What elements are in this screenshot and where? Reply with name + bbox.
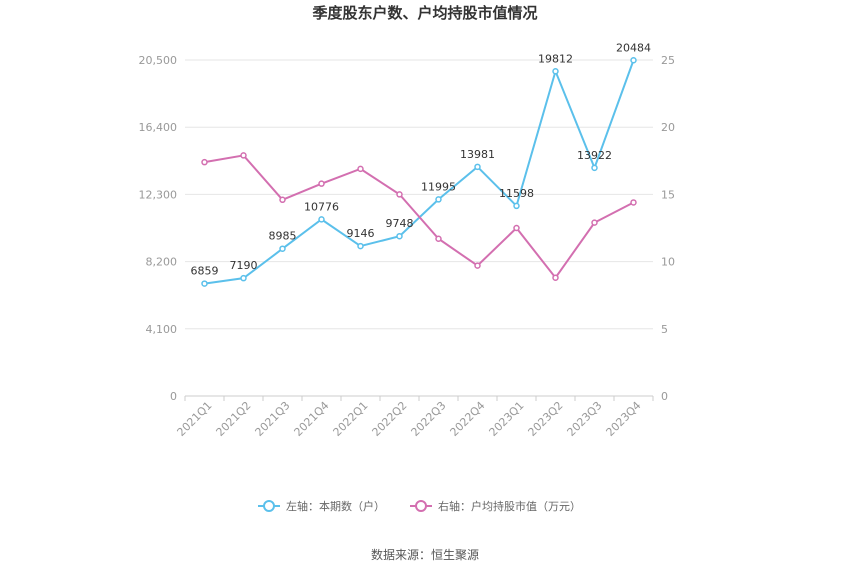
axes: 0 4,100 8,200 12,300 16,400 20,500 0 5 10 15 20 25 2… bbox=[139, 54, 676, 439]
legend[interactable]: 左轴：本期数（户） 右轴：户均持股市值（万元） bbox=[258, 499, 581, 513]
legend-swatch-marker bbox=[415, 500, 427, 512]
data-point[interactable] bbox=[591, 164, 598, 172]
x-axis-tick-label: 2021Q2 bbox=[214, 399, 254, 439]
x-axis-tick-label: 2021Q4 bbox=[292, 399, 332, 439]
data-point[interactable] bbox=[474, 163, 481, 171]
left-axis-tick: 12,300 bbox=[139, 188, 178, 201]
x-axis-tick-label: 2022Q2 bbox=[370, 399, 410, 439]
data-label: 6859 bbox=[191, 265, 219, 278]
series-2 bbox=[201, 152, 637, 281]
data-point[interactable] bbox=[630, 199, 637, 206]
x-axis-tick-label: 2022Q4 bbox=[448, 399, 488, 439]
data-point[interactable] bbox=[396, 232, 403, 240]
data-label: 8985 bbox=[269, 230, 297, 243]
x-axis-tick-label: 2023Q4 bbox=[604, 399, 644, 439]
data-point[interactable] bbox=[201, 158, 208, 166]
left-axis-tick: 8,200 bbox=[146, 256, 178, 269]
x-axis-tick-label: 2022Q3 bbox=[409, 399, 449, 439]
series-1: 6859 7190 8985 10776 9146 9748 11995 13981 11598… bbox=[191, 41, 651, 287]
data-label: 13981 bbox=[460, 148, 495, 161]
series-line bbox=[204, 59, 635, 285]
data-point[interactable] bbox=[357, 242, 364, 250]
right-axis-tick: 20 bbox=[661, 121, 675, 134]
right-axis-tick: 0 bbox=[661, 390, 668, 403]
grid bbox=[185, 59, 653, 330]
data-label: 9748 bbox=[386, 217, 414, 230]
x-axis-tick-label: 2023Q1 bbox=[487, 399, 527, 439]
right-axis-tick: 5 bbox=[661, 323, 668, 336]
left-axis-tick: 20,500 bbox=[139, 54, 178, 67]
data-point[interactable] bbox=[318, 180, 325, 187]
x-axis-tick-label: 2021Q3 bbox=[253, 399, 293, 439]
data-point[interactable] bbox=[279, 245, 286, 252]
left-axis-tick: 0 bbox=[170, 390, 177, 403]
x-axis-tick-label: 2023Q2 bbox=[526, 399, 566, 439]
data-point[interactable] bbox=[474, 262, 481, 269]
data-point[interactable] bbox=[357, 165, 364, 173]
legend-label: 左轴：本期数（户） bbox=[286, 499, 385, 513]
legend-item[interactable]: 右轴：户均持股市值（万元） bbox=[410, 499, 581, 513]
data-label: 11995 bbox=[421, 180, 456, 193]
data-point[interactable] bbox=[435, 196, 442, 203]
data-point[interactable] bbox=[435, 235, 442, 243]
x-axis-tick-label: 2021Q1 bbox=[175, 399, 215, 439]
series: 6859 7190 8985 10776 9146 9748 11995 13981 11598… bbox=[191, 41, 651, 287]
legend-swatch-marker bbox=[263, 500, 275, 512]
data-label: 20484 bbox=[616, 41, 651, 54]
data-point[interactable] bbox=[552, 274, 559, 281]
data-label: 9146 bbox=[347, 227, 375, 240]
right-axis-tick: 15 bbox=[661, 188, 675, 201]
data-point[interactable] bbox=[591, 219, 598, 226]
right-axis-tick: 25 bbox=[661, 54, 675, 67]
data-label: 7190 bbox=[230, 259, 258, 272]
data-point[interactable] bbox=[240, 274, 247, 282]
x-axis-tick-label: 2022Q1 bbox=[331, 399, 371, 439]
data-point[interactable] bbox=[318, 216, 325, 223]
left-axis-tick: 4,100 bbox=[146, 323, 178, 336]
data-label: 19812 bbox=[538, 52, 573, 65]
data-point[interactable] bbox=[513, 224, 520, 232]
data-label: 11598 bbox=[499, 187, 534, 200]
legend-label: 右轴：户均持股市值（万元） bbox=[438, 499, 581, 513]
left-axis-tick: 16,400 bbox=[139, 121, 178, 134]
data-label: 13922 bbox=[577, 149, 612, 162]
legend-item[interactable]: 左轴：本期数（户） bbox=[258, 499, 385, 513]
chart-title: 季度股东户数、户均持股市值情况 bbox=[312, 4, 537, 22]
data-point[interactable] bbox=[552, 68, 559, 75]
data-point[interactable] bbox=[513, 202, 520, 210]
data-point[interactable] bbox=[396, 191, 403, 198]
data-point[interactable] bbox=[279, 196, 286, 204]
data-point[interactable] bbox=[201, 280, 208, 287]
right-axis-tick: 10 bbox=[661, 256, 675, 269]
data-point[interactable] bbox=[630, 57, 637, 64]
data-label: 10776 bbox=[304, 200, 339, 213]
data-point[interactable] bbox=[240, 152, 247, 159]
series-line bbox=[204, 154, 634, 280]
x-axis-tick-label: 2023Q3 bbox=[565, 399, 605, 439]
data-source: 数据来源：恒生聚源 bbox=[371, 547, 479, 562]
